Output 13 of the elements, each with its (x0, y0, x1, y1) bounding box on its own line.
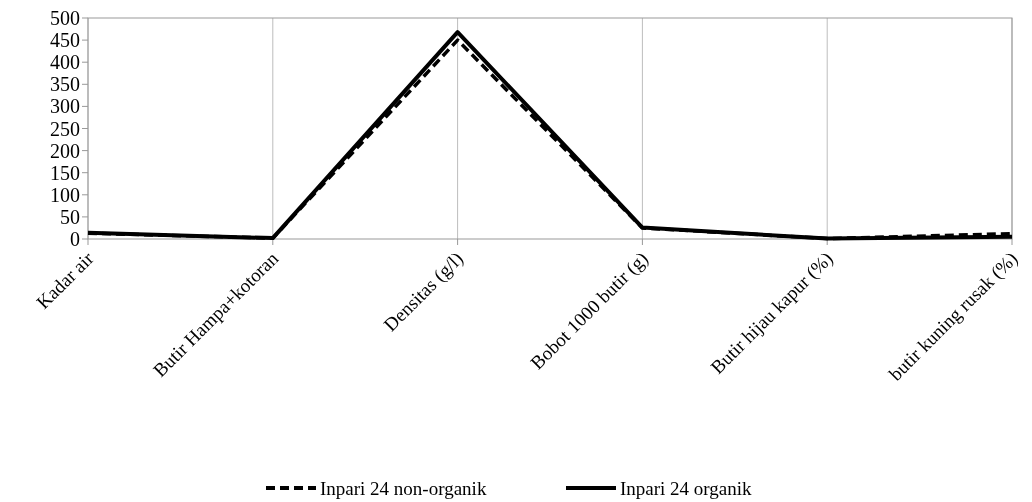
legend-label: Inpari 24 non-organik (320, 477, 487, 499)
y-tick-label: 350 (50, 73, 80, 96)
y-tick-label: 450 (50, 29, 80, 52)
y-tick-label: 150 (50, 161, 80, 184)
y-tick-label: 50 (60, 205, 80, 228)
y-tick-label: 200 (50, 139, 80, 162)
y-tick-label: 0 (70, 228, 80, 250)
y-tick-label: 500 (50, 7, 80, 29)
y-tick-label: 300 (50, 95, 80, 118)
y-tick-label: 100 (50, 183, 80, 206)
y-tick-label: 250 (50, 117, 80, 140)
y-tick-label: 400 (50, 51, 80, 74)
legend-label: Inpari 24 organik (620, 477, 753, 499)
